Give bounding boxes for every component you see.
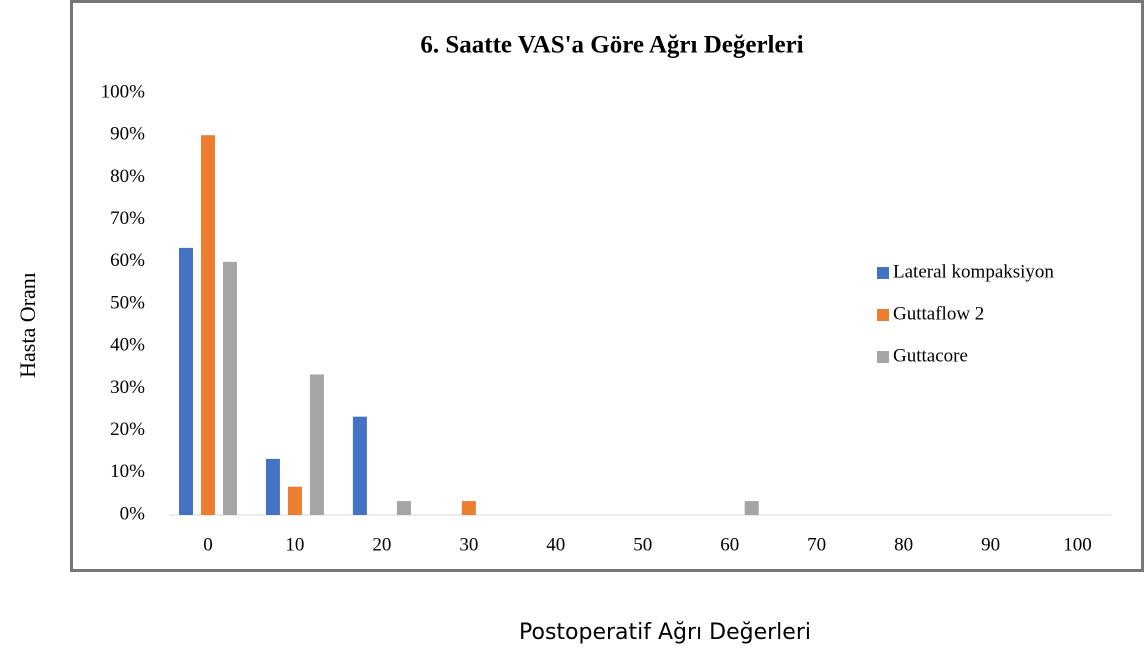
- x-tick-label: 70: [807, 534, 826, 555]
- x-tick-label: 0: [203, 534, 213, 555]
- x-tick-label: 40: [546, 534, 565, 555]
- bar: [744, 501, 759, 515]
- y-tick-label: 20%: [110, 419, 145, 440]
- x-tick-label: 30: [459, 534, 478, 555]
- chart-title: 6. Saatte VAS'a Göre Ağrı Değerleri: [420, 32, 803, 59]
- y-tick-label: 100%: [101, 81, 146, 102]
- x-tick-label: 10: [285, 534, 304, 555]
- x-tick-label: 20: [372, 534, 391, 555]
- y-tick-label: 90%: [110, 124, 145, 145]
- bar: [200, 135, 215, 515]
- bar: [396, 501, 411, 515]
- legend-label: Guttaflow 2: [893, 303, 984, 324]
- x-axis-label: Postoperatif Ağrı Değerleri: [519, 620, 811, 645]
- x-tick-label: 50: [633, 534, 652, 555]
- bar: [287, 486, 302, 515]
- y-tick-label: 0%: [120, 503, 146, 524]
- y-tick-label: 30%: [110, 377, 145, 398]
- y-tick-label: 80%: [110, 166, 145, 187]
- y-tick-label: 70%: [110, 208, 145, 229]
- x-tick-label: 60: [720, 534, 739, 555]
- legend-label: Guttacore: [893, 345, 968, 366]
- bar: [461, 501, 476, 515]
- y-tick-label: 10%: [110, 461, 145, 482]
- y-tick-label: 50%: [110, 292, 145, 313]
- chart-frame: [70, 0, 1144, 572]
- bar: [178, 247, 193, 515]
- x-tick-label: 80: [894, 534, 913, 555]
- legend-swatch: [877, 267, 889, 279]
- bar: [265, 458, 280, 515]
- bar: [309, 374, 324, 515]
- legend-swatch: [877, 309, 889, 321]
- bar: [352, 416, 367, 515]
- bar: [222, 261, 237, 515]
- x-tick-label: 90: [981, 534, 1000, 555]
- y-axis-label: Hasta Oranı: [15, 272, 40, 378]
- y-tick-label: 40%: [110, 335, 145, 356]
- x-tick-label: 100: [1063, 534, 1092, 555]
- legend-label: Lateral kompaksiyon: [893, 261, 1054, 282]
- y-tick-label: 60%: [110, 250, 145, 271]
- legend-swatch: [877, 351, 889, 363]
